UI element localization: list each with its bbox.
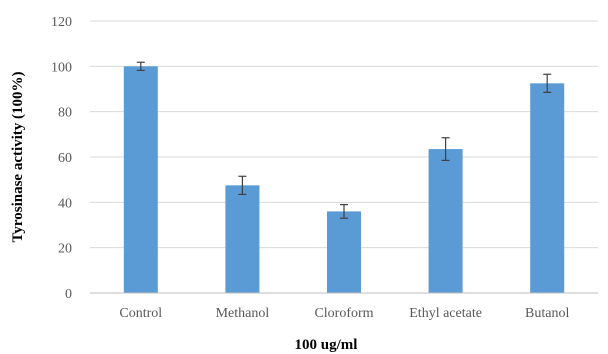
- x-tick-label: Control: [119, 306, 162, 321]
- x-tick-label: Cloroform: [314, 306, 373, 321]
- bars: [123, 66, 565, 293]
- bar-control: [123, 66, 158, 293]
- y-tick-label: 80: [58, 106, 72, 121]
- error-bar: [136, 61, 145, 72]
- y-tick-labels: 0 20 40 60 80 100 120: [51, 15, 72, 302]
- grid-lines: [90, 20, 598, 249]
- error-bars: [136, 61, 552, 219]
- y-axis-title: Tyrosinase activity (100%): [10, 71, 26, 242]
- x-axis-title: 100 ug/ml: [295, 337, 358, 353]
- error-bar: [543, 73, 552, 94]
- bar-methanol: [225, 185, 260, 293]
- y-tick-label: 100: [51, 60, 72, 75]
- y-tick-label: 60: [58, 151, 72, 166]
- x-tick-label: Methanol: [216, 306, 270, 321]
- y-tick-label: 40: [58, 196, 72, 211]
- bar-ethyl-acetate: [428, 149, 463, 293]
- x-tick-label: Ethyl acetate: [409, 306, 482, 321]
- y-tick-label: 20: [58, 242, 72, 257]
- y-tick-label: 120: [51, 15, 72, 30]
- x-tick-labels: Control Methanol Cloroform Ethyl acetate But…: [119, 306, 569, 321]
- bar-cloroform: [327, 211, 361, 293]
- error-bar: [340, 204, 348, 219]
- error-bar: [441, 137, 450, 161]
- error-bar: [238, 175, 247, 195]
- y-tick-label: 0: [65, 287, 72, 302]
- x-tick-label: Butanol: [525, 306, 569, 321]
- bar-butanol: [530, 83, 565, 293]
